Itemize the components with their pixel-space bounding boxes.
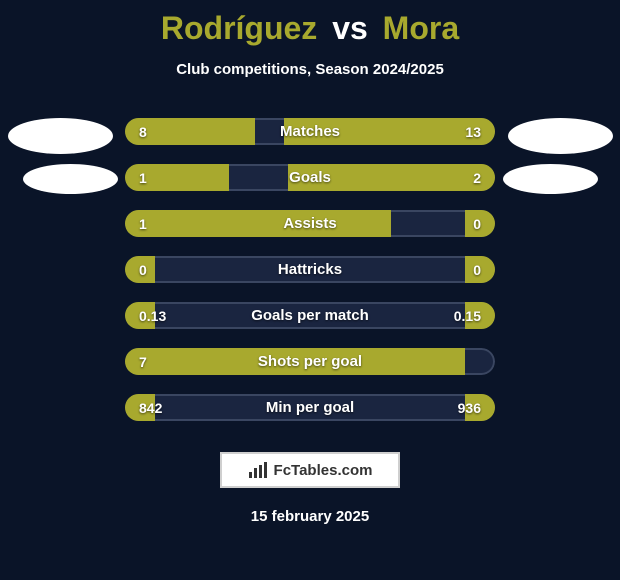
vs-text: vs [332, 10, 368, 46]
stat-row: 0.13Goals per match0.15 [125, 302, 495, 329]
avatar-placeholder [508, 118, 613, 154]
stat-value-right: 936 [458, 400, 495, 416]
stat-label: Matches [125, 123, 495, 140]
stat-label: Assists [125, 215, 495, 232]
avatar-placeholder [503, 164, 598, 194]
season-subtitle: Club competitions, Season 2024/2025 [0, 61, 620, 78]
player2-name: Mora [383, 10, 459, 46]
stat-label: Shots per goal [125, 353, 495, 370]
stat-value-right: 2 [473, 170, 495, 186]
stat-value-right: 0 [473, 216, 495, 232]
stat-row: 842Min per goal936 [125, 394, 495, 421]
comparison-title: Rodríguez vs Mora [0, 0, 620, 47]
player1-name: Rodríguez [161, 10, 317, 46]
brand-badge: FcTables.com [220, 452, 400, 488]
snapshot-date: 15 february 2025 [0, 508, 620, 525]
stat-row: 1Goals2 [125, 164, 495, 191]
stat-value-right: 0 [473, 262, 495, 278]
avatar-placeholder [8, 118, 113, 154]
avatar-placeholder [23, 164, 118, 194]
stats-chart: 8Matches131Goals21Assists00Hattricks00.1… [0, 118, 620, 428]
stat-row: 0Hattricks0 [125, 256, 495, 283]
stat-label: Goals [125, 169, 495, 186]
brand-text: FcTables.com [274, 462, 373, 479]
stat-row: 1Assists0 [125, 210, 495, 237]
stat-row: 7Shots per goal [125, 348, 495, 375]
stat-label: Goals per match [125, 307, 495, 324]
stat-value-right: 13 [465, 124, 495, 140]
stat-label: Min per goal [125, 399, 495, 416]
bar-chart-icon [248, 462, 268, 478]
stat-value-right: 0.15 [454, 308, 495, 324]
stat-label: Hattricks [125, 261, 495, 278]
stat-row: 8Matches13 [125, 118, 495, 145]
